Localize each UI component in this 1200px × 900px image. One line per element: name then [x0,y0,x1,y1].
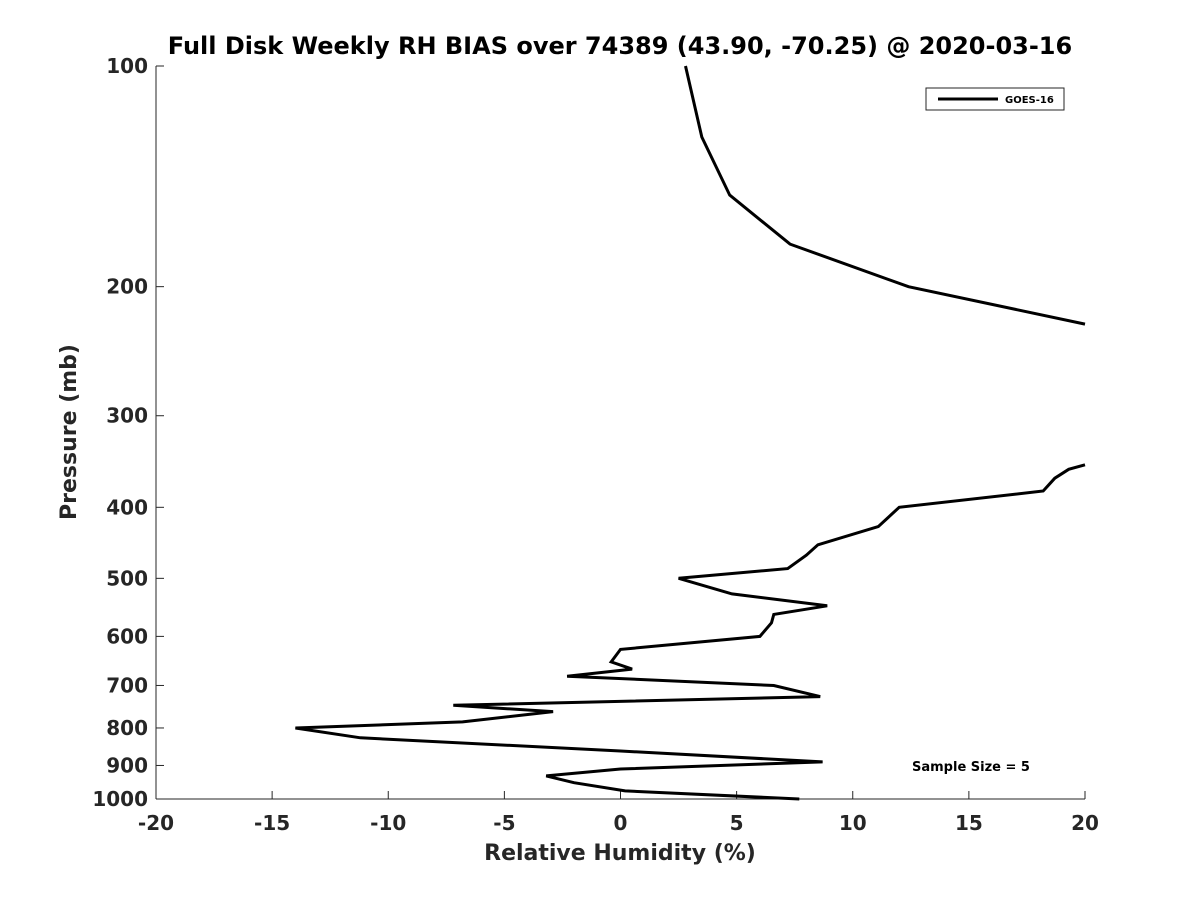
x-tick-label: -5 [493,811,515,835]
y-axis-ticks: 100 200 300 400 500 600 700 800 900 1000 [92,54,164,811]
y-tick-label: 500 [106,566,148,590]
y-tick-label: 900 [106,753,148,777]
x-axis-label: Relative Humidity (%) [484,841,756,866]
x-tick-label: -15 [254,811,290,835]
plot-area [155,66,1085,800]
x-tick-label: -10 [370,811,406,835]
y-tick-label: 300 [106,404,148,428]
y-tick-label: 200 [106,275,148,299]
x-tick-label: 5 [730,811,744,835]
sample-size-annotation: Sample Size = 5 [912,760,1030,775]
legend: GOES-16 [925,87,1065,111]
legend-label: GOES-16 [1005,95,1054,106]
y-axis-label: Pressure (mb) [57,344,82,520]
y-tick-label: 100 [106,54,148,78]
y-tick-label: 800 [106,716,148,740]
x-axis-ticks: -20 -15 -10 -5 0 5 10 15 20 [138,791,1099,835]
y-tick-label: 700 [106,673,148,697]
series-line-goes16-segment-1 [684,65,1086,326]
series-line-goes16-segment-2 [295,463,1086,801]
x-tick-label: 15 [955,811,983,835]
series-layer [295,65,1086,801]
x-tick-label: -20 [138,811,174,835]
x-tick-label: 0 [614,811,628,835]
y-tick-label: 1000 [92,787,148,811]
x-tick-label: 10 [839,811,867,835]
chart-title: Full Disk Weekly RH BIAS over 74389 (43.… [168,32,1072,60]
y-tick-label: 600 [106,624,148,648]
y-tick-label: 400 [106,495,148,519]
x-tick-label: 20 [1071,811,1099,835]
